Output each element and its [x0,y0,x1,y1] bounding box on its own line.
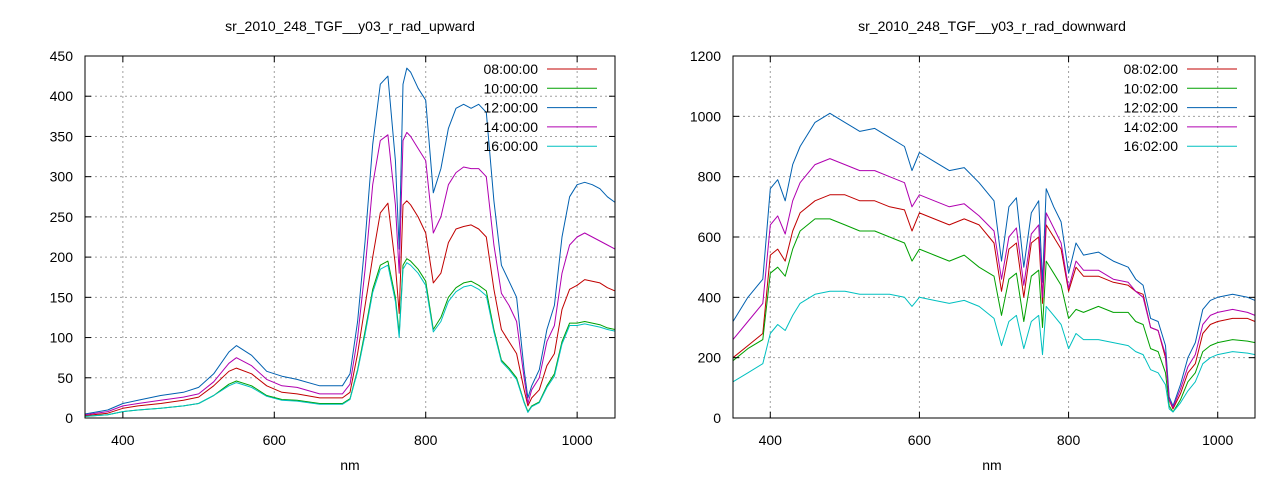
legend-label: 10:02:00 [1124,80,1179,96]
y-tick-label: 150 [50,289,74,305]
series-line-120000 [84,67,616,415]
legend-label: 12:02:00 [1124,100,1179,116]
y-tick-label: 1200 [690,48,721,64]
y-tick-label: 1000 [690,108,721,124]
y-tick-label: 50 [57,370,73,386]
legend-label: 08:02:00 [1124,61,1179,77]
series-group [732,112,1256,413]
series-line-120200 [732,112,1256,407]
series-line-160200 [732,290,1256,413]
legend: 08:02:00 10:02:00 12:02:00 14:02:00 16:02:00 [1124,61,1237,154]
legend-label: 08:00:00 [484,61,539,77]
x-axis-label: nm [340,457,359,473]
grid-lines [733,56,1255,418]
series-line-080000 [84,200,616,417]
legend: 08:00:00 10:00:00 12:00:00 14:00:00 16:00:00 [484,61,597,154]
series-group [84,67,616,417]
plot-frame [84,55,616,419]
legend-label: 14:02:00 [1124,119,1179,135]
y-tick-label: 0 [65,410,73,426]
y-tick-label: 300 [50,169,74,185]
grid-lines [85,56,615,418]
legend-label: 14:00:00 [484,119,539,135]
x-tick-label: 400 [759,432,783,448]
y-tick-label: 200 [50,249,74,265]
x-tick-label: 600 [263,432,287,448]
y-tick-label: 450 [50,48,74,64]
x-axis-label: nm [982,457,1001,473]
x-tick-label: 1000 [1202,432,1233,448]
legend-label: 10:00:00 [484,80,539,96]
chart-downward: sr_2010_248_TGF__y03_r_rad_downward 400 6… [690,18,1256,473]
y-tick-label: 400 [50,88,74,104]
chart-upward: sr_2010_248_TGF__y03_r_rad_upward 400 600… [50,18,616,473]
series-line-140200 [732,158,1256,408]
series-line-140000 [84,131,616,416]
axis-ticks: 400 600 800 1000 0 200 400 600 800 1000 1200 [690,48,1255,448]
series-line-100200 [732,218,1256,413]
legend-label: 16:00:00 [484,138,539,154]
y-tick-label: 250 [50,209,74,225]
x-tick-label: 1000 [562,432,593,448]
x-tick-label: 800 [1057,432,1081,448]
y-tick-label: 800 [698,169,722,185]
y-tick-label: 400 [698,289,722,305]
legend-label: 16:02:00 [1124,138,1179,154]
x-tick-label: 600 [908,432,932,448]
series-line-100000 [84,258,616,417]
legend-label: 12:00:00 [484,100,539,116]
y-tick-label: 200 [698,350,722,366]
y-tick-label: 0 [713,410,721,426]
series-line-160000 [84,262,616,417]
x-tick-label: 400 [111,432,135,448]
y-tick-label: 100 [50,330,74,346]
y-tick-label: 600 [698,229,722,245]
axis-ticks: 400 600 800 1000 0 50 100 150 200 250 300 350 400 450 [50,48,615,448]
series-line-080200 [732,194,1256,410]
y-tick-label: 350 [50,128,74,144]
chart-title: sr_2010_248_TGF__y03_r_rad_upward [225,18,475,34]
chart-title: sr_2010_248_TGF__y03_r_rad_downward [858,18,1126,34]
x-tick-label: 800 [414,432,438,448]
